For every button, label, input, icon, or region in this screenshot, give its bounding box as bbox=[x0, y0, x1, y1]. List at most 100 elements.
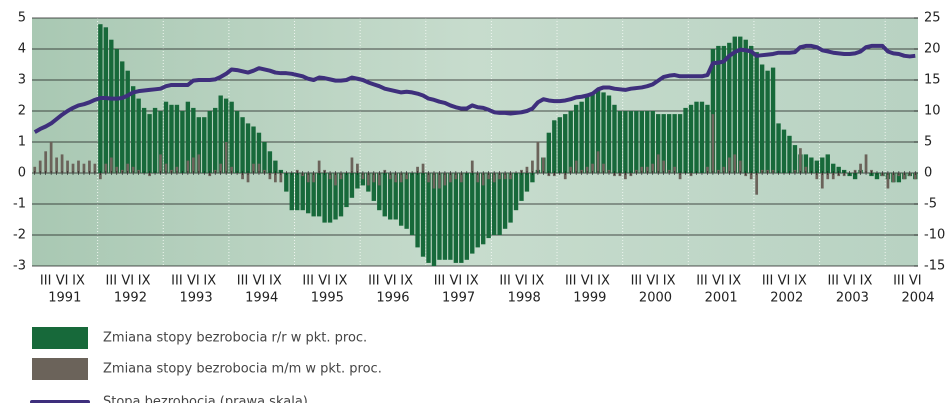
bar bbox=[672, 114, 677, 173]
bar bbox=[306, 173, 311, 214]
bar bbox=[219, 163, 223, 173]
legend-label: Zmiana stopy bezrobocia m/m w pkt. proc. bbox=[103, 362, 382, 377]
bar bbox=[60, 154, 64, 173]
bar bbox=[125, 70, 130, 173]
bar bbox=[546, 132, 552, 173]
year-label: 1998 bbox=[508, 291, 541, 306]
x-tick-label: III bbox=[171, 274, 183, 289]
x-tick-label: III bbox=[106, 274, 118, 289]
bar bbox=[491, 173, 497, 235]
bar bbox=[574, 160, 578, 173]
bar bbox=[755, 173, 759, 195]
bar bbox=[470, 160, 474, 173]
x-tick-label: VI bbox=[318, 274, 331, 289]
bar bbox=[388, 173, 393, 220]
bar bbox=[169, 104, 174, 173]
x-tick-label: III bbox=[827, 274, 839, 289]
bar bbox=[33, 166, 37, 173]
y2-tick-label: 20 bbox=[924, 42, 941, 57]
bar bbox=[624, 173, 627, 180]
bar bbox=[738, 36, 743, 173]
x-tick-label: VI bbox=[56, 274, 69, 289]
bar bbox=[666, 114, 672, 173]
bar bbox=[859, 163, 862, 173]
y2-tick-label: 10 bbox=[924, 104, 941, 119]
bar bbox=[749, 45, 754, 173]
bar bbox=[322, 173, 327, 223]
bar bbox=[606, 95, 612, 173]
bar bbox=[464, 173, 469, 260]
bar bbox=[770, 67, 776, 173]
bar bbox=[530, 173, 535, 183]
y2-tick-label: 5 bbox=[924, 135, 932, 150]
bar bbox=[656, 114, 661, 173]
bar bbox=[213, 107, 218, 173]
bar bbox=[196, 117, 201, 173]
bar bbox=[584, 95, 590, 173]
bar bbox=[531, 160, 534, 173]
year-label: 1993 bbox=[180, 291, 213, 306]
y-tick-label: 5 bbox=[18, 11, 26, 26]
bar bbox=[814, 160, 820, 173]
x-tick-label: VI bbox=[712, 274, 725, 289]
bar bbox=[82, 163, 86, 173]
y2-tick-label: -15 bbox=[924, 259, 945, 274]
x-tick-label: IX bbox=[794, 274, 807, 289]
bar bbox=[207, 111, 212, 173]
bar bbox=[623, 111, 628, 173]
bar bbox=[892, 173, 895, 183]
bar bbox=[126, 163, 130, 173]
bar bbox=[274, 173, 277, 183]
bar bbox=[175, 166, 179, 173]
year-label: 2000 bbox=[639, 291, 672, 306]
year-label: 1996 bbox=[376, 291, 409, 306]
bar bbox=[120, 61, 125, 173]
bar bbox=[372, 173, 376, 183]
bar bbox=[317, 160, 321, 173]
x-tick-label: IX bbox=[203, 274, 216, 289]
bar bbox=[476, 173, 480, 183]
bar bbox=[164, 163, 168, 173]
bar bbox=[426, 173, 431, 263]
x-tick-label: III bbox=[499, 274, 511, 289]
bar bbox=[223, 98, 229, 173]
bar bbox=[252, 163, 255, 173]
bar bbox=[197, 154, 201, 173]
bar bbox=[721, 45, 727, 173]
bar bbox=[224, 142, 228, 173]
bar bbox=[152, 107, 158, 173]
y2-tick-label: 0 bbox=[924, 166, 932, 181]
bar bbox=[727, 157, 731, 173]
bar bbox=[651, 163, 655, 173]
bar bbox=[442, 173, 448, 260]
legend-swatch bbox=[32, 358, 88, 380]
bar bbox=[191, 157, 195, 173]
bar bbox=[350, 157, 354, 173]
x-tick-label: IX bbox=[860, 274, 873, 289]
bar bbox=[852, 173, 858, 180]
x-tick-label: VI bbox=[778, 274, 791, 289]
bar bbox=[722, 166, 726, 173]
year-label: 2001 bbox=[705, 291, 738, 306]
x-tick-label: IX bbox=[466, 274, 479, 289]
bar bbox=[438, 173, 441, 189]
y-tick-label: 0 bbox=[18, 166, 26, 181]
x-tick-label: III bbox=[302, 274, 314, 289]
bar bbox=[404, 173, 409, 229]
y-tick-label: 1 bbox=[18, 135, 26, 150]
x-tick-label: VI bbox=[121, 274, 134, 289]
bar bbox=[234, 111, 240, 173]
y2-tick-label: -10 bbox=[924, 228, 945, 243]
bar bbox=[569, 166, 573, 173]
bar bbox=[804, 166, 808, 173]
bar bbox=[573, 104, 579, 173]
x-tick-label: III bbox=[434, 274, 446, 289]
bar bbox=[202, 117, 207, 173]
bar bbox=[595, 89, 601, 173]
bar bbox=[245, 123, 251, 173]
y-tick-label: -2 bbox=[13, 228, 26, 243]
bar bbox=[612, 104, 617, 173]
bar bbox=[749, 173, 753, 180]
bar bbox=[694, 101, 699, 173]
